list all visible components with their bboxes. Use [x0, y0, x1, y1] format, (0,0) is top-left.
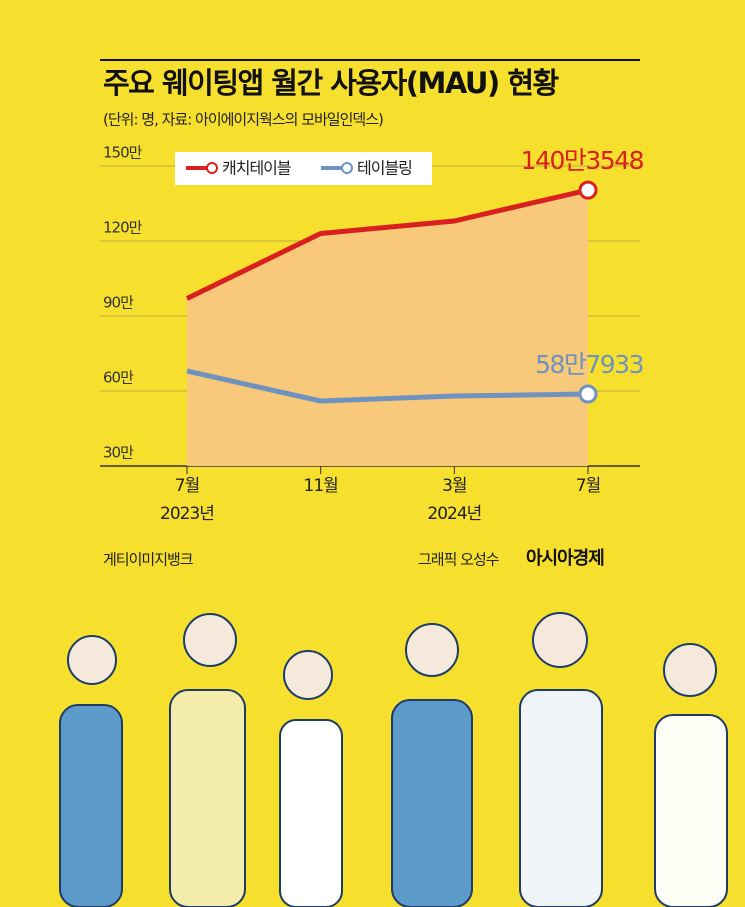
graphic-credit: 그래픽 오성수 — [418, 551, 499, 569]
legend-marker — [341, 162, 353, 174]
x-tick-label: 11월 — [304, 476, 338, 496]
area — [187, 190, 588, 466]
y-tick-label: 90만 — [103, 294, 134, 312]
x-year-label: 2024년 — [427, 504, 481, 524]
x-tick-label: 3월 — [442, 476, 466, 496]
end-point — [578, 180, 598, 200]
value-label: 58만7933 — [535, 350, 643, 379]
x-tick-label: 7월 — [175, 476, 199, 496]
x-tick-label: 7월 — [576, 476, 600, 496]
y-tick-label: 60만 — [103, 369, 134, 387]
legend-label: 테이블링 — [357, 159, 412, 178]
y-tick-label: 30만 — [103, 444, 134, 462]
chart-subtitle: (단위: 명, 자료: 아이에이지웍스의 모바일인덱스) — [103, 111, 383, 129]
x-year-label: 2023년 — [160, 504, 214, 524]
legend-marker — [206, 162, 218, 174]
y-tick-label: 120만 — [103, 219, 143, 237]
brand: 아시아경제 — [526, 548, 604, 569]
illustration — [59, 612, 728, 907]
chart-title: 주요 웨이팅앱 월간 사용자(MAU) 현황 — [103, 66, 560, 100]
value-label: 140만3548 — [521, 146, 644, 175]
photo-credit: 게티이미지뱅크 — [103, 551, 193, 569]
series-line — [185, 187, 589, 301]
legend-label: 캐치테이블 — [222, 159, 291, 178]
y-tick-label: 150만 — [103, 144, 143, 162]
end-point — [578, 384, 598, 404]
series-line — [186, 368, 589, 404]
plot: 30만 60만 90만 120만 150만 7월 2023년 11월 3월 2024년 7월 140만… — [100, 144, 645, 524]
